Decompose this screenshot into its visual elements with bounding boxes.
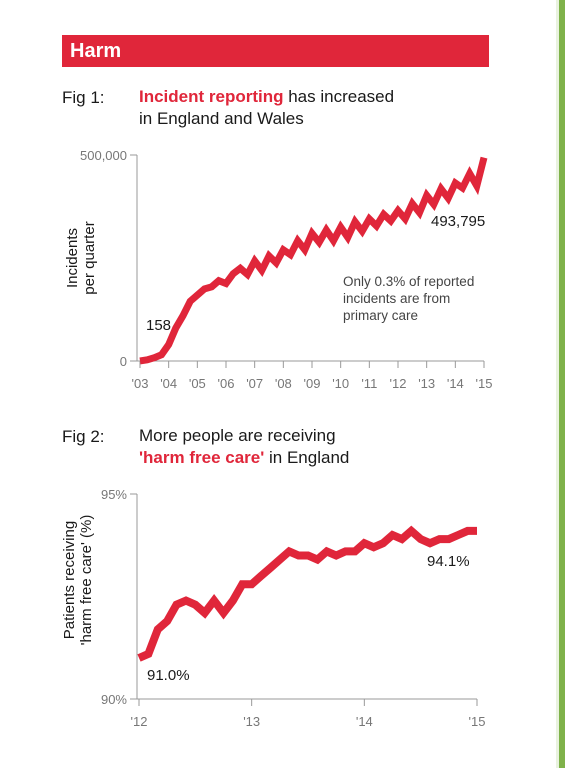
annotation-note-line: primary care (343, 308, 418, 323)
fig1-title-highlight: Incident reporting (139, 87, 284, 106)
x-tick-label: '15 (476, 376, 493, 391)
annotation-end-value: 94.1% (427, 553, 470, 570)
y-axis-label: 'harm free care' (%) (78, 515, 95, 646)
x-tick-label: '12 (131, 714, 148, 729)
series-line (137, 525, 477, 662)
chart-harm-free-care: 90% 95% '12 '13 '14 '15 Patients receiving'har… (61, 487, 486, 729)
fig1-title-line2: in England and Wales (139, 109, 304, 128)
y-tick-label: 0 (120, 354, 127, 369)
y-tick-label: 90% (101, 692, 127, 707)
x-tick-label: '13 (243, 714, 260, 729)
x-tick-label: '14 (356, 714, 373, 729)
x-tick-label: '13 (418, 376, 435, 391)
x-tick-label: '05 (189, 376, 206, 391)
x-tick-label: '12 (390, 376, 407, 391)
annotation-start-value: 91.0% (147, 667, 190, 684)
x-tick-label: '08 (275, 376, 292, 391)
x-tick-label: '06 (218, 376, 235, 391)
y-axis-label: Incidents (64, 228, 81, 288)
fig1-label: Fig 1: (62, 88, 105, 107)
x-tick-label: '11 (361, 376, 377, 391)
x-tick-label: '03 (132, 376, 149, 391)
section-title: Harm (70, 40, 122, 62)
x-tick-label: '15 (469, 714, 486, 729)
series-line (139, 156, 488, 365)
fig2-title: More people are receiving 'harm free car… (139, 425, 349, 469)
fig2-title-rest: in England (264, 448, 350, 467)
x-tick-label: '07 (246, 376, 263, 391)
y-tick-label: 500,000 (80, 148, 127, 163)
x-tick-label: '14 (447, 376, 464, 391)
x-tick-label: '04 (160, 376, 177, 391)
page-edge-green (559, 0, 565, 768)
fig1-title: Incident reporting has increased in Engl… (139, 86, 394, 130)
y-axis-label: Patients receiving (61, 521, 78, 639)
annotation-note-line: Only 0.3% of reported (343, 274, 474, 289)
y-tick-label: 95% (101, 487, 127, 502)
page-edge-light (556, 0, 559, 768)
y-axis-label: per quarter (81, 221, 98, 294)
annotation-start-value: 158 (146, 317, 171, 334)
fig1-title-rest: has increased (283, 87, 395, 106)
chart-incidents: 0 500,000 '03 '04 '05 '06 '07 '08 '09 '10 '11 '12 '1… (64, 148, 493, 391)
annotation-end-value: 493,795 (431, 213, 485, 230)
fig2-title-line1: More people are receiving (139, 426, 336, 445)
x-tick-label: '09 (304, 376, 321, 391)
fig2-label: Fig 2: (62, 427, 105, 446)
x-tick-label: '10 (332, 376, 349, 391)
section-header: Harm (62, 35, 489, 67)
fig2-title-highlight: 'harm free care' (139, 448, 265, 467)
annotation-note-line: incidents are from (343, 291, 450, 306)
